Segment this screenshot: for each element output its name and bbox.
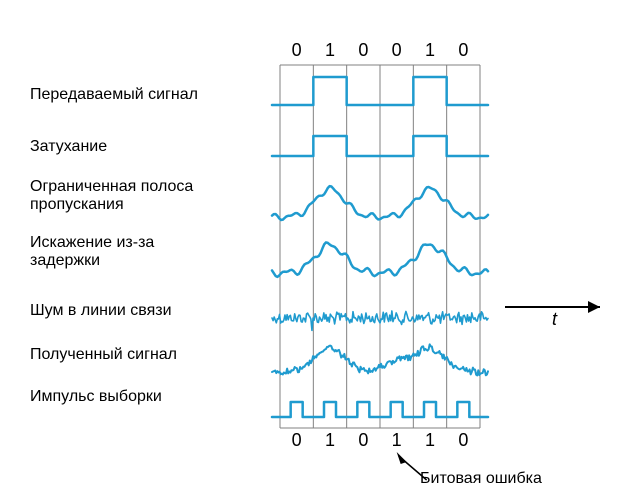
bottom-bit-4: 1: [420, 430, 440, 451]
top-bit-5: 0: [453, 40, 473, 61]
top-bit-3: 0: [387, 40, 407, 61]
label-transmitted-signal: Передаваемый сигнал: [30, 86, 198, 104]
bottom-bit-5: 0: [453, 430, 473, 451]
label-line-noise: Шум в линии связи: [30, 302, 172, 320]
time-axis-label: t: [552, 309, 557, 330]
label-delay-distortion: Искажение из-за задержки: [30, 234, 154, 269]
top-bit-0: 0: [287, 40, 307, 61]
top-bit-4: 1: [420, 40, 440, 61]
bottom-bit-1: 1: [320, 430, 340, 451]
top-bit-1: 1: [320, 40, 340, 61]
label-received-signal: Полученный сигнал: [30, 346, 177, 364]
bottom-bit-3: 1: [387, 430, 407, 451]
label-attenuation: Затухание: [30, 138, 107, 156]
top-bit-2: 0: [353, 40, 373, 61]
bottom-bit-0: 0: [287, 430, 307, 451]
label-bandlimited: Ограниченная полоса пропускания: [30, 178, 193, 213]
bottom-bit-2: 0: [353, 430, 373, 451]
bit-error-label: Битовая ошибка: [420, 470, 542, 488]
label-sampling-pulse: Импульс выборки: [30, 388, 162, 406]
